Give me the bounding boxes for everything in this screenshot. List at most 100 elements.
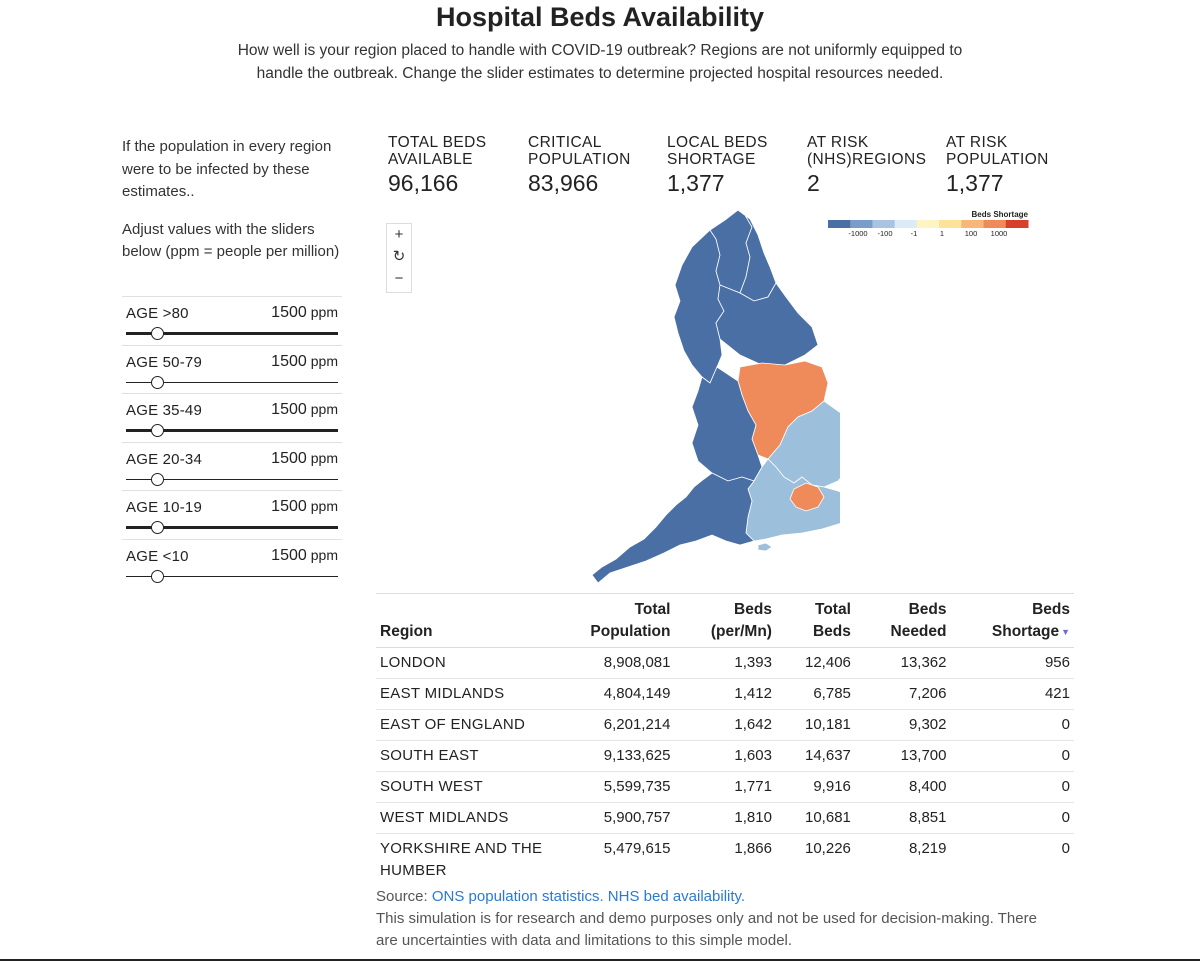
stat-label-line1: AT RISK (946, 134, 1008, 151)
slider-value: 1500 ppm (271, 353, 338, 371)
column-header-line2: Population (590, 623, 671, 640)
region-name-cell: WEST MIDLANDS (376, 802, 570, 834)
slider-thumb[interactable] (150, 375, 164, 389)
legend-tick-label: -1000 (848, 229, 867, 238)
stat-label-line2: (NHS)REGIONS (807, 151, 927, 168)
disclaimer-text: This simulation is for research and demo… (376, 910, 1037, 949)
column-header[interactable]: Beds Shortage ▼ (950, 593, 1074, 648)
zoom-out-button[interactable]: − (394, 270, 404, 287)
slider-value-number: 1500 (271, 449, 307, 467)
source-line: Source: ONS population statistics. NHS b… (376, 886, 745, 908)
slider-track[interactable] (126, 478, 338, 480)
slider-row: AGE 35-49 1500 ppm (122, 393, 342, 442)
england-region-map (591, 209, 840, 584)
table-cell: 13,362 (854, 647, 951, 679)
slider-thumb[interactable] (150, 472, 164, 486)
region-name-cell: LONDON (376, 647, 570, 679)
stat-label-line2: POPULATION (946, 151, 1049, 168)
slider-value: 1500 ppm (271, 498, 338, 516)
legend-swatch (850, 220, 873, 228)
slider-value-number: 1500 (271, 546, 307, 564)
column-header-line1: Beds (1032, 601, 1070, 618)
slider-value: 1500 ppm (271, 401, 338, 419)
map-region-isle-of-wight[interactable] (757, 542, 773, 552)
table-cell: 4,804,149 (569, 678, 675, 710)
column-header[interactable]: Beds Needed (854, 593, 951, 648)
table-cell: 1,393 (674, 647, 776, 679)
legend-swatch (983, 220, 1007, 228)
legend-tick-label: -1 (911, 229, 918, 238)
table-row[interactable]: SOUTH WEST 5,599,735 1,771 9,916 8,400 0 (376, 771, 1074, 803)
slider-track[interactable] (126, 429, 338, 432)
source-label: Source: (376, 888, 428, 905)
regions-table: Region Total Population Beds (per/Mn) Total Be… (376, 593, 1074, 886)
slider-value-number: 1500 (271, 352, 307, 370)
table-cell: 8,908,081 (569, 647, 675, 679)
column-header-line2: Beds (812, 623, 851, 640)
slider-value-unit: ppm (310, 352, 338, 369)
table-cell: 12,406 (775, 647, 855, 679)
slider-value: 1500 ppm (271, 547, 338, 565)
legend-swatch (828, 220, 851, 228)
slider-track[interactable] (126, 332, 338, 335)
stat-label-line1: CRITICAL (528, 134, 602, 151)
table-cell: 9,302 (854, 709, 951, 741)
legend-swatch (1005, 220, 1029, 228)
map-region-north-west[interactable] (673, 229, 725, 384)
table-cell: 1,866 (734, 840, 772, 857)
slider-track[interactable] (126, 575, 338, 577)
slider-thumb[interactable] (150, 327, 164, 340)
table-header-row: Region Total Population Beds (per/Mn) Total Be… (376, 593, 1074, 648)
slider-row: AGE >80 1500 ppm (122, 296, 342, 345)
slider-thumb[interactable] (150, 424, 164, 437)
slider-label: AGE <10 (126, 547, 189, 565)
table-cell: 0 (950, 740, 1074, 772)
column-header-line1: Beds (734, 601, 772, 618)
legend-colorbar (828, 220, 1029, 228)
stat-label-line1: TOTAL BEDS (388, 134, 487, 151)
table-row[interactable]: LONDON 8,908,081 1,393 12,406 13,362 956 (376, 647, 1074, 679)
slider-label: AGE 10-19 (126, 499, 203, 516)
sort-desc-icon[interactable]: ▼ (1061, 627, 1070, 637)
column-header[interactable]: Region (376, 593, 570, 648)
column-header[interactable]: Beds (per/Mn) (674, 593, 776, 648)
zoom-in-button[interactable]: + (394, 226, 404, 243)
table-cell: 13,700 (854, 740, 951, 772)
table-row[interactable]: YORKSHIRE AND THE HUMBER 5,479,615 1,866 10… (376, 834, 1074, 887)
slider-track[interactable] (126, 381, 338, 383)
page-subtitle: How well is your region placed to handle… (237, 42, 963, 82)
table-cell: 9,916 (775, 771, 855, 803)
slider-thumb[interactable] (150, 521, 164, 534)
column-header[interactable]: Total Population (569, 593, 675, 648)
adjust-text: Adjust values with the sliders below (pp… (122, 220, 340, 261)
legend-title: Beds Shortage (972, 210, 1029, 219)
slider-value-unit: ppm (310, 401, 338, 417)
slider-value-unit: ppm (310, 304, 338, 320)
column-header-line2: Needed (890, 623, 947, 640)
column-header-line2: Shortage (991, 623, 1060, 640)
slider-value-unit: ppm (310, 449, 338, 466)
region-name-cell: YORKSHIRE AND THE HUMBER (380, 840, 543, 879)
map-region-yorkshire[interactable] (715, 282, 819, 366)
region-name-cell: EAST OF ENGLAND (376, 709, 570, 741)
column-header-line1: Total (815, 601, 851, 618)
ons-link[interactable]: ONS population statistics. (431, 888, 604, 905)
slider-track[interactable] (126, 526, 338, 529)
table-row[interactable]: WEST MIDLANDS 5,900,757 1,810 10,681 8,851 0 (376, 802, 1074, 834)
legend-tick-label: 100 (965, 229, 978, 238)
slider-value-unit: ppm (310, 498, 338, 514)
slider-row: AGE <10 1500 ppm (122, 538, 342, 588)
table-row[interactable]: EAST MIDLANDS 4,804,149 1,412 6,785 7,206 421 (376, 678, 1074, 710)
map-region-london[interactable] (789, 482, 825, 512)
slider-thumb[interactable] (150, 569, 164, 583)
slider-value-number: 1500 (271, 401, 307, 418)
nhs-link[interactable]: NHS bed availability. (607, 888, 746, 905)
column-header-line2: Region (380, 623, 433, 640)
table-row[interactable]: SOUTH EAST 9,133,625 1,603 14,637 13,700 0 (376, 740, 1074, 772)
column-header[interactable]: Total Beds (775, 593, 855, 648)
legend-tick-label: -100 (877, 229, 892, 238)
map-region-south-west[interactable] (591, 472, 755, 584)
table-row[interactable]: EAST OF ENGLAND 6,201,214 1,642 10,181 9,302… (376, 709, 1074, 741)
table-cell: 1,603 (674, 740, 776, 772)
reset-view-button[interactable]: ↻ (392, 248, 406, 265)
